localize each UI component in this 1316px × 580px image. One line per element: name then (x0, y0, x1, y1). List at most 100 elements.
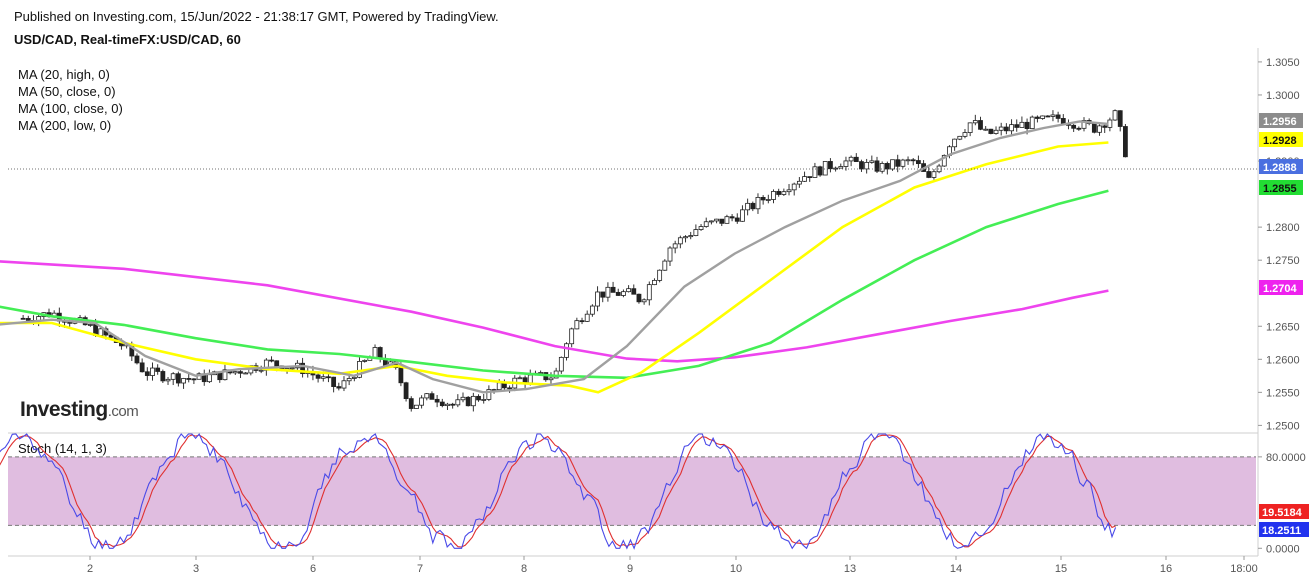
candle-up (232, 371, 238, 374)
candle-down (191, 378, 197, 381)
candle-up (558, 356, 564, 372)
candle-down (760, 196, 766, 201)
candle-down (926, 171, 932, 178)
candle-up (1019, 121, 1025, 128)
candle-up (864, 162, 870, 170)
price-tick-label: 1.2650 (1266, 321, 1300, 333)
candle-down (465, 396, 471, 407)
time-tick-label: 16 (1160, 563, 1172, 575)
candle-up (1107, 119, 1113, 128)
ma20-line (0, 120, 1109, 394)
candle-down (884, 163, 890, 170)
candle-up (641, 299, 647, 303)
legend-ma100[interactable]: MA (100, close, 0) (18, 101, 123, 116)
time-tick-label: 10 (730, 563, 742, 575)
candle-down (895, 159, 901, 167)
candle-down (636, 293, 642, 303)
time-tick-label: 2 (87, 563, 93, 575)
candle-up (595, 291, 600, 307)
candle-up (346, 378, 352, 382)
candle-up (931, 171, 937, 178)
candle-down (175, 373, 181, 384)
candle-up (962, 132, 968, 137)
candle-up (905, 159, 911, 162)
price-tick-label: 1.3000 (1266, 90, 1300, 102)
candle-up (703, 221, 709, 227)
candle-down (874, 160, 880, 172)
candle-down (910, 159, 916, 162)
price-label-bg (1259, 180, 1303, 195)
price-tick-label: 1.2500 (1266, 420, 1300, 432)
candle-up (470, 395, 476, 407)
candle-up (657, 269, 663, 281)
stoch-legend[interactable]: Stoch (14, 1, 3) (18, 441, 107, 456)
candle-up (1081, 120, 1087, 129)
candle-up (740, 209, 745, 222)
candle-down (579, 320, 585, 323)
candle-up (683, 236, 688, 239)
candle-up (672, 243, 678, 249)
published-caption: Published on Investing.com, 15/Jun/2022 … (14, 9, 499, 24)
candle-down (1035, 116, 1040, 119)
candle-down (408, 398, 414, 409)
candle-down (336, 386, 342, 389)
time-tick-label: 18:00 (1230, 563, 1258, 575)
candle-up (605, 286, 611, 298)
candle-down (186, 378, 192, 380)
candle-up (372, 347, 378, 358)
candle-down (631, 288, 637, 295)
candle-down (300, 362, 305, 374)
candle-down (274, 360, 280, 367)
candle-up (181, 378, 186, 384)
price-label-bg (1259, 159, 1303, 174)
candle-up (771, 191, 776, 200)
candle-down (1024, 121, 1030, 130)
legend-ma20[interactable]: MA (20, high, 0) (18, 67, 110, 82)
price-tick-label: 1.2800 (1266, 222, 1300, 234)
candle-up (362, 359, 368, 362)
candle-down (916, 160, 921, 165)
candle-up (243, 372, 249, 375)
candle-up (357, 361, 362, 378)
time-tick-label: 6 (310, 563, 316, 575)
candle-up (843, 160, 849, 167)
candle-down (1123, 126, 1128, 158)
candle-up (802, 176, 807, 182)
candle-up (455, 399, 461, 406)
time-tick-label: 9 (627, 563, 633, 575)
stoch-label-bg (1259, 504, 1309, 519)
candle-up (993, 129, 999, 134)
ma-legend: MA (20, high, 0) MA (50, close, 0) MA (1… (18, 66, 123, 134)
candle-down (403, 382, 409, 400)
stoch-label-text: 18.2511 (1262, 525, 1301, 537)
legend-ma200[interactable]: MA (200, low, 0) (18, 118, 112, 133)
candle-up (1029, 116, 1035, 130)
candle-up (527, 374, 533, 384)
candle-down (729, 216, 735, 219)
candle-up (662, 260, 668, 271)
legend-ma50[interactable]: MA (50, close, 0) (18, 84, 116, 99)
ma50-line (0, 141, 1109, 394)
candles (20, 109, 1128, 412)
candle-up (1009, 124, 1014, 132)
logo-suffix: .com (107, 403, 139, 420)
price-label-bg (1259, 280, 1303, 295)
candle-up (688, 235, 694, 238)
stoch-band (8, 456, 1256, 526)
candle-up (698, 226, 704, 230)
candle-up (745, 202, 751, 211)
candle-down (144, 371, 150, 376)
candle-up (150, 367, 155, 376)
candle-down (1071, 124, 1077, 129)
candle-up (786, 189, 792, 193)
candle-up (796, 180, 802, 185)
candle-up (667, 247, 673, 262)
time-tick-label: 13 (844, 563, 856, 575)
candle-up (900, 159, 906, 167)
candle-down (615, 291, 621, 296)
candle-up (714, 218, 719, 222)
candle-down (1045, 115, 1051, 118)
candle-up (584, 313, 590, 322)
price-label-text: 1.2704 (1263, 283, 1298, 295)
